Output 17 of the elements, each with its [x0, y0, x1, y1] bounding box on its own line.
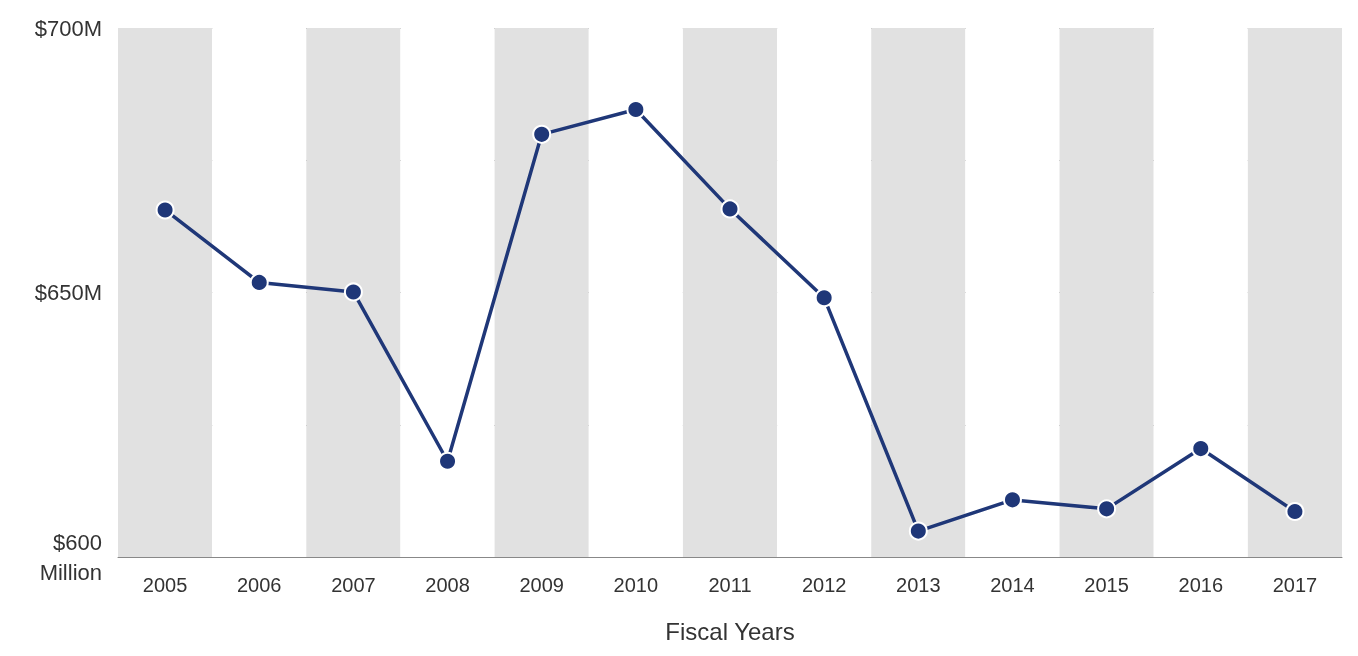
x-tick-label: 2010	[613, 574, 659, 596]
x-axis-title: Fiscal Years	[665, 617, 795, 645]
x-tick-label: 2009	[519, 574, 564, 596]
x-tick-label: 2017	[1272, 574, 1318, 596]
x-tick-label: 2005	[142, 574, 188, 596]
y-tick-label: $650M	[34, 280, 102, 305]
x-tick-label: 2012	[801, 574, 847, 596]
x-tick-label: 2013	[896, 574, 941, 596]
x-tick-label: 2006	[236, 574, 282, 596]
x-tick-label: 2008	[425, 574, 470, 596]
x-tick-label: 2016	[1178, 574, 1224, 596]
y-tick-label: $700M	[34, 15, 102, 41]
x-tick-label: 2014	[990, 574, 1035, 596]
y-tick-label: $600 Million	[39, 529, 102, 585]
x-tick-label: 2007	[331, 574, 376, 596]
x-tick-label: 2011	[708, 574, 752, 596]
x-tick-label: 2015	[1084, 574, 1129, 596]
